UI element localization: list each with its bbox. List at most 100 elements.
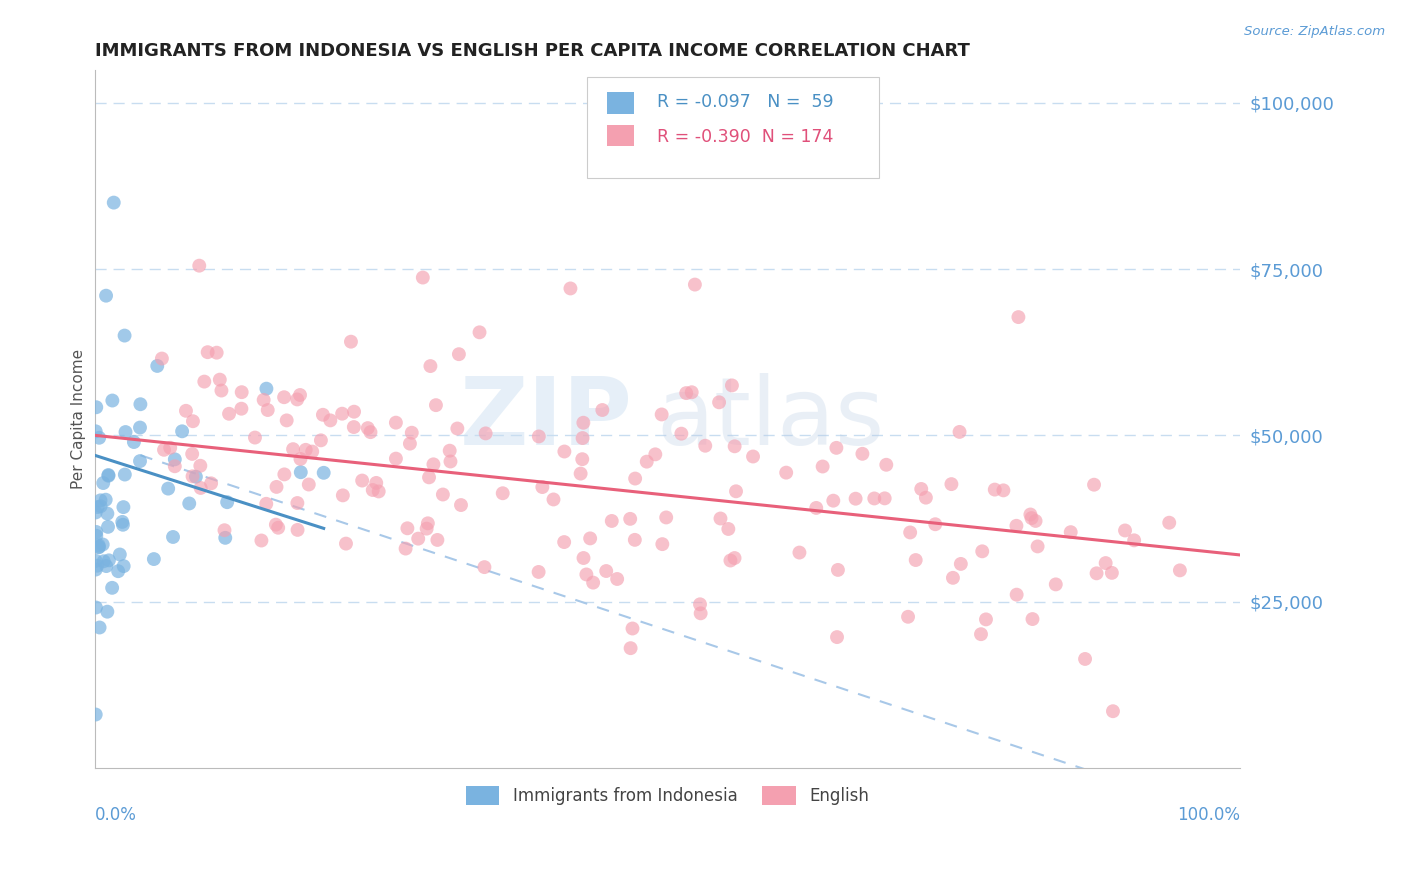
Point (450, 498, 472, 512)
Point (949, 557, 972, 571)
Point (553, 535, 575, 549)
Point (266, 480, 288, 494)
Point (96, 559, 118, 574)
Point (415, 522, 437, 536)
Point (309, 434, 332, 448)
Point (399, 436, 422, 450)
Point (94, 492, 117, 507)
Point (264, 517, 287, 532)
Point (87, 541, 110, 555)
Point (619, 512, 641, 526)
Point (569, 467, 592, 481)
Point (742, 450, 765, 464)
Point (396, 521, 419, 535)
Point (214, 531, 236, 545)
Point (287, 496, 309, 510)
Point (91, 476, 114, 491)
Point (707, 395, 730, 409)
Point (97, 553, 120, 567)
Point (811, 459, 834, 474)
Point (823, 493, 845, 508)
Point (606, 572, 628, 586)
Point (163, 459, 186, 474)
Point (1005, 518, 1028, 533)
Point (84, 401, 107, 415)
Point (84, 707, 107, 722)
Point (96, 605, 118, 619)
Point (87, 540, 110, 554)
Point (1021, 511, 1043, 525)
Point (406, 532, 429, 546)
Point (681, 385, 703, 400)
Point (1074, 652, 1097, 666)
Point (432, 487, 454, 501)
Point (422, 458, 444, 472)
Point (1007, 310, 1029, 324)
Point (114, 425, 136, 439)
Point (1060, 525, 1083, 540)
Point (93, 554, 115, 568)
Point (231, 401, 253, 416)
Point (214, 523, 236, 537)
Point (97, 468, 120, 483)
Point (205, 345, 228, 359)
Point (575, 567, 598, 582)
Point (352, 474, 374, 488)
Point (941, 477, 963, 491)
Point (827, 563, 849, 577)
Point (1102, 704, 1125, 718)
Point (724, 439, 747, 453)
Point (560, 281, 582, 295)
Point (1005, 588, 1028, 602)
Point (159, 441, 181, 455)
Point (993, 483, 1015, 498)
Point (217, 495, 239, 509)
Point (290, 465, 312, 479)
Point (89, 493, 111, 508)
Point (254, 497, 277, 511)
Point (103, 195, 125, 210)
Point (825, 441, 848, 455)
Point (924, 517, 946, 532)
Point (312, 466, 335, 480)
Point (394, 541, 416, 556)
Point (474, 560, 496, 574)
Point (915, 491, 938, 505)
Point (671, 426, 693, 441)
Point (972, 544, 994, 558)
Point (439, 454, 461, 468)
Point (572, 551, 595, 566)
Point (319, 413, 342, 427)
Point (287, 523, 309, 537)
Point (87, 538, 110, 552)
Point (447, 347, 470, 361)
Point (439, 443, 461, 458)
Point (367, 484, 389, 499)
Point (209, 384, 232, 398)
Text: R = -0.390  N = 174: R = -0.390 N = 174 (657, 128, 834, 146)
Point (723, 551, 745, 566)
Point (385, 451, 408, 466)
Point (97, 520, 120, 534)
Point (553, 444, 575, 458)
Point (655, 510, 678, 524)
Point (294, 442, 316, 457)
Point (825, 630, 848, 644)
Point (90, 500, 112, 514)
Point (157, 482, 180, 496)
Point (806, 500, 828, 515)
Point (193, 375, 215, 389)
Point (108, 548, 131, 562)
Point (340, 334, 363, 349)
Point (273, 390, 295, 404)
Text: R = -0.097   N =  59: R = -0.097 N = 59 (657, 94, 834, 112)
Point (579, 532, 602, 546)
Text: 0.0%: 0.0% (94, 806, 136, 824)
Point (84, 425, 107, 439)
Point (425, 398, 447, 412)
Point (94, 288, 117, 302)
Point (644, 447, 666, 461)
Point (231, 385, 253, 400)
Text: ZIP: ZIP (460, 373, 633, 465)
Y-axis label: Per Capita Income: Per Capita Income (72, 349, 86, 489)
